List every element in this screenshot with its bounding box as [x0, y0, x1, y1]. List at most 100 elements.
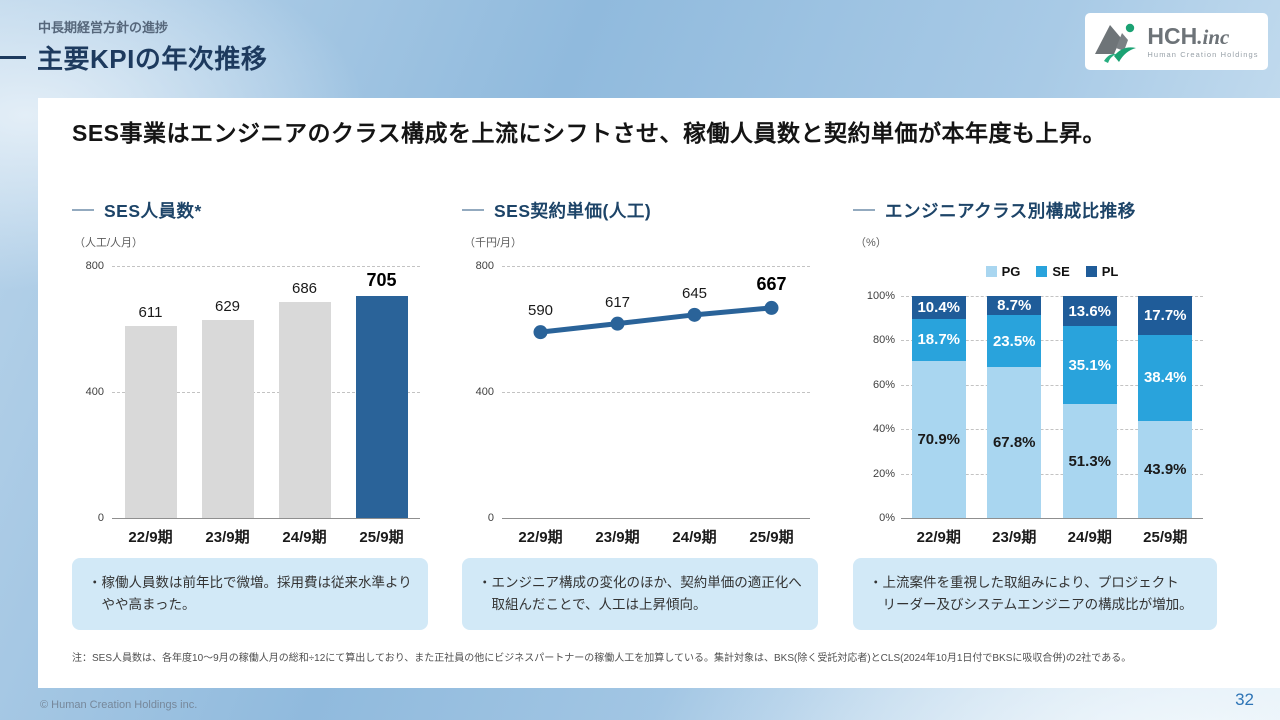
bar [201, 319, 254, 518]
copyright: © Human Creation Holdings inc. [40, 699, 198, 711]
point-value-label: 617 [604, 293, 631, 311]
stacked-bar-slot: 43.9% 38.4% 17.7% [1128, 296, 1204, 518]
unit-label: （人工/人月） [74, 237, 144, 249]
gridline [112, 266, 420, 267]
footnote: 注：SES人員数は、各年度10～9月の稼働人月の総和÷12にて算出しており、また… [72, 653, 1132, 664]
bar [355, 295, 408, 518]
data-point-marker [610, 316, 625, 331]
x-tick-label: 24/9期 [282, 529, 327, 546]
x-axis-line [502, 518, 810, 519]
ses-price-chart: 0 400 800 590 617 645 667 [462, 260, 818, 524]
bar-series: 611 629 686 705 [112, 266, 420, 518]
logo-icon [1095, 23, 1137, 63]
gridline [901, 473, 1203, 475]
section-header: SES契約単価(人工) [462, 198, 818, 222]
segment-value-label: 67.8% [992, 434, 1036, 452]
x-tick-label: 24/9期 [1067, 529, 1112, 546]
legend-swatch [1085, 266, 1097, 277]
y-tick-label: 800 [85, 260, 104, 272]
y-tick-label: 0 [97, 512, 104, 524]
unit-label: （千円/月） [464, 237, 523, 249]
y-tick-label: 60% [872, 378, 895, 391]
bar-value-label: 629 [214, 297, 241, 315]
section-title: エンジニアクラス別構成比推移 [885, 200, 1136, 221]
x-axis: 22/9期 23/9期 24/9期 25/9期 [502, 526, 810, 547]
bar-segment-pl: 10.4% [911, 296, 966, 320]
x-tick-label: 22/9期 [916, 529, 961, 546]
stacked-bar: 70.9% 18.7% 10.4% [911, 296, 966, 518]
x-tick-label: 23/9期 [992, 529, 1037, 546]
segment-value-label: 38.4% [1143, 369, 1187, 387]
legend-label: PG [1001, 264, 1021, 279]
legend-item: PL [1085, 264, 1119, 279]
y-tick-label: 20% [872, 467, 895, 480]
ses-headcount-section: SES人員数* （人工/人月） 0 400 800 611 629 686 705 22/… [72, 198, 428, 546]
x-tick-label: 23/9期 [595, 529, 640, 546]
bar-segment-pg: 51.3% [1062, 404, 1117, 518]
bar-slot: 686 [266, 280, 343, 518]
x-axis-line [112, 518, 420, 519]
content-panel: SES事業はエンジニアのクラス構成を上流にシフトさせ、稼働人員数と契約単価が本年… [38, 98, 1280, 688]
section-header: SES人員数* [72, 198, 428, 222]
gridline [502, 392, 810, 393]
chart-grid [502, 266, 810, 519]
logo-name: HCH.inc [1147, 22, 1230, 49]
x-tick-label: 23/9期 [205, 529, 250, 546]
point-value-label: 667 [756, 273, 787, 294]
y-tick-label: 0% [879, 512, 895, 524]
legend-swatch [985, 266, 997, 277]
gridline [112, 392, 420, 393]
stacked-bar-slot: 70.9% 18.7% 10.4% [901, 296, 977, 518]
data-point-marker [687, 307, 702, 322]
note-text: ・上流案件を重視した取組みにより、プロジェクト リーダー及びシステムエンジニアの… [869, 575, 1193, 612]
segment-value-label: 10.4% [917, 299, 961, 317]
page-number: 32 [1235, 690, 1254, 709]
bar-segment-pl: 17.7% [1138, 296, 1193, 336]
bar [124, 325, 177, 518]
ses-headcount-chart: 0 400 800 611 629 686 705 [72, 260, 428, 524]
bar-slot: 611 [112, 304, 189, 518]
x-tick-label: 22/9期 [518, 529, 563, 546]
stacked-bar: 67.8% 23.5% 8.7% [987, 296, 1042, 518]
legend-label: PL [1101, 264, 1119, 279]
chart-grid [901, 296, 1203, 519]
y-tick-label: 400 [85, 386, 104, 398]
bar-segment-se: 35.1% [1062, 326, 1117, 405]
page-title-row: 主要KPIの年次推移 [0, 39, 267, 76]
segment-value-label: 51.3% [1068, 452, 1112, 470]
x-tick-label: 24/9期 [672, 529, 717, 546]
legend-swatch [1036, 266, 1048, 277]
legend-label: SE [1052, 264, 1070, 279]
note-box-headcount: ・稼働人員数は前年比で微増。採用費は従来水準より やや高まった。 [72, 558, 428, 630]
y-tick-label: 100% [866, 290, 895, 302]
segment-value-label: 18.7% [917, 331, 961, 349]
segment-value-label: 17.7% [1143, 307, 1187, 325]
section-dash [72, 209, 94, 211]
company-logo: HCH.inc Human Creation Holdings [1085, 13, 1268, 70]
note-text: ・エンジニア構成の変化のほか、契約単価の適正化へ 取組んだことで、人工は上昇傾向… [478, 575, 802, 612]
data-point-marker [764, 300, 779, 315]
gridline [502, 266, 810, 267]
y-axis: 0% 20% 40% 60% 80% 100% [853, 290, 895, 524]
chart-grid [112, 266, 420, 519]
headline: SES事業はエンジニアのクラス構成を上流にシフトさせ、稼働人員数と契約単価が本年… [72, 120, 1107, 146]
gridline [901, 384, 1203, 386]
x-tick-label: 22/9期 [128, 529, 173, 546]
note-text: ・稼働人員数は前年比で微増。採用費は従来水準より やや高まった。 [88, 575, 412, 612]
section-header: エンジニアクラス別構成比推移 [853, 198, 1217, 222]
bar-slot: 629 [189, 298, 266, 518]
bar-segment-se: 38.4% [1138, 335, 1193, 421]
data-point-marker [533, 325, 548, 340]
y-tick-label: 400 [475, 386, 494, 398]
bar-segment-pl: 13.6% [1062, 296, 1117, 327]
stacked-bar: 43.9% 38.4% 17.7% [1138, 296, 1193, 518]
gridline [901, 340, 1203, 342]
segment-value-label: 13.6% [1068, 302, 1112, 320]
stacked-bar-slot: 67.8% 23.5% 8.7% [977, 296, 1053, 518]
segment-value-label: 70.9% [917, 430, 961, 448]
bar-slot: 705 [343, 270, 420, 518]
x-axis-line [901, 518, 1203, 519]
stacked-bar: 51.3% 35.1% 13.6% [1062, 296, 1117, 518]
legend-item: PG [985, 264, 1021, 279]
